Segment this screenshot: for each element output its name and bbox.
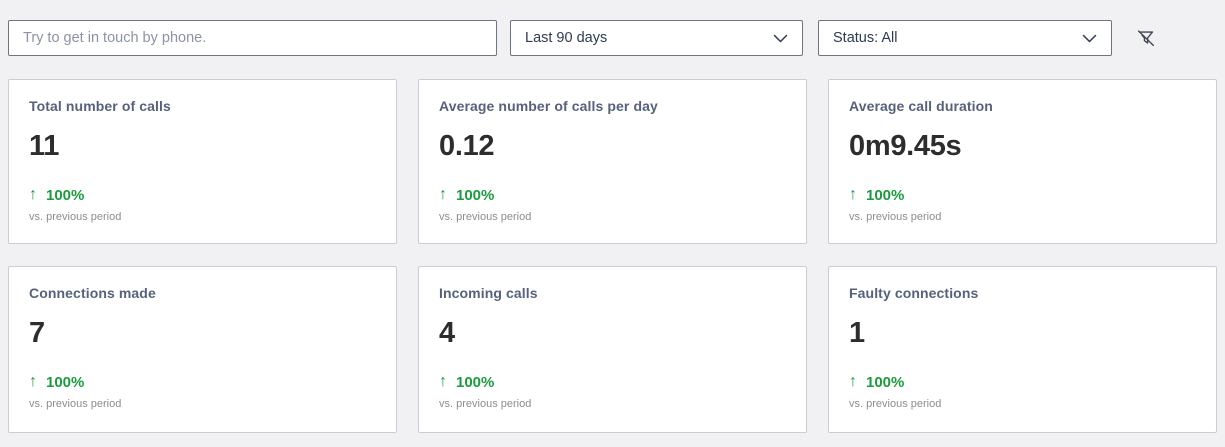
card-title: Average call duration [849,98,993,114]
date-range-value: Last 90 days [525,30,608,46]
comparison-label: vs. previous period [849,211,942,223]
trend-value: 100% [46,186,85,204]
trend: ↑ 100% [29,186,376,204]
comparison-label: vs. previous period [849,398,942,410]
stat-card-incoming-calls: Incoming calls 4 ↑ 100% vs. previous per… [418,266,807,433]
comparison-label: vs. previous period [29,211,122,223]
comparison-label: vs. previous period [439,398,532,410]
search-input[interactable] [8,20,497,56]
trend: ↑ 100% [439,186,786,204]
up-arrow-icon: ↑ [439,373,447,390]
chevron-down-icon [773,34,788,42]
trend: ↑ 100% [439,373,786,391]
card-value: 4 [439,317,455,349]
card-title: Average number of calls per day [439,98,658,114]
trend: ↑ 100% [849,373,1196,391]
clear-filters-button[interactable] [1131,23,1161,53]
stat-card-total-calls: Total number of calls 11 ↑ 100% vs. prev… [8,79,397,244]
stat-card-avg-calls-per-day: Average number of calls per day 0.12 ↑ 1… [418,79,807,244]
comparison-label: vs. previous period [439,211,532,223]
stats-grid: Total number of calls 11 ↑ 100% vs. prev… [8,79,1217,433]
date-range-select[interactable]: Last 90 days [510,20,803,56]
card-value: 11 [29,130,60,162]
card-title: Incoming calls [439,285,538,301]
trend-value: 100% [866,186,905,204]
up-arrow-icon: ↑ [439,186,447,203]
card-title: Faulty connections [849,285,979,301]
filters-toolbar: Last 90 days Status: All [0,0,1225,56]
card-value: 0.12 [439,130,495,162]
stat-card-connections-made: Connections made 7 ↑ 100% vs. previous p… [8,266,397,433]
card-value: 7 [29,317,45,349]
trend: ↑ 100% [849,186,1196,204]
card-value: 1 [849,317,865,349]
trend-value: 100% [456,373,495,391]
card-title: Connections made [29,285,156,301]
trend: ↑ 100% [29,373,376,391]
status-select[interactable]: Status: All [818,20,1112,56]
stat-card-avg-call-duration: Average call duration 0m9.45s ↑ 100% vs.… [828,79,1217,244]
card-title: Total number of calls [29,98,171,114]
filter-off-icon [1137,30,1155,47]
status-value: Status: All [833,30,898,46]
trend-value: 100% [46,373,85,391]
up-arrow-icon: ↑ [849,186,857,203]
trend-value: 100% [866,373,905,391]
up-arrow-icon: ↑ [29,373,37,390]
trend-value: 100% [456,186,495,204]
chevron-down-icon [1082,34,1097,42]
comparison-label: vs. previous period [29,398,122,410]
card-value: 0m9.45s [849,130,962,162]
stat-card-faulty-connections: Faulty connections 1 ↑ 100% vs. previous… [828,266,1217,433]
up-arrow-icon: ↑ [849,373,857,390]
up-arrow-icon: ↑ [29,186,37,203]
